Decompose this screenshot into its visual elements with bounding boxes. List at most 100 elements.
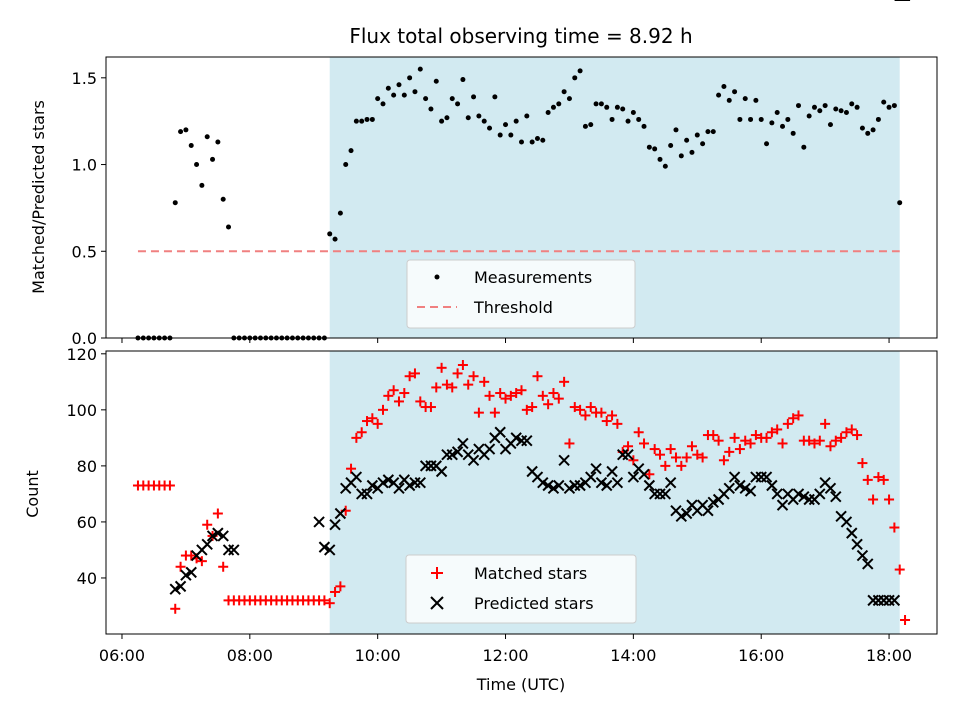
matched-star-point	[425, 402, 436, 413]
measurement-point	[332, 236, 338, 242]
predicted-star-point	[744, 485, 757, 497]
ylabel-ratio: Matched/Predicted stars	[29, 100, 48, 294]
predicted-star-point	[739, 482, 751, 495]
matched-star-point	[452, 368, 463, 379]
predicted-star-point	[206, 530, 219, 542]
predicted-star-point	[382, 474, 395, 486]
matched-star-point	[788, 413, 799, 424]
matched-star-point	[809, 438, 820, 449]
axes-frame-bottom	[105, 350, 938, 635]
measurement-point	[721, 83, 727, 89]
measurement-point	[668, 142, 674, 148]
x-tick-label: 18:00	[866, 646, 912, 665]
measurement-point	[854, 104, 860, 110]
matched-star-point	[521, 404, 532, 415]
matched-star-point	[852, 430, 863, 441]
measurement-point	[337, 210, 343, 216]
matched-star-point	[457, 360, 468, 371]
measurement-point	[380, 101, 386, 107]
predicted-star-point	[553, 479, 565, 492]
measurement-point	[375, 96, 381, 102]
matched-star-point	[378, 404, 388, 415]
measurement-point	[428, 106, 434, 112]
matched-star-point	[164, 480, 175, 491]
matched-star-point	[878, 474, 889, 485]
measurement-point	[204, 134, 210, 140]
matched-star-point	[202, 519, 213, 530]
predicted-star-point	[888, 594, 901, 607]
measurement-point	[412, 89, 418, 95]
matched-star-point	[335, 581, 346, 592]
matched-star-point	[649, 444, 660, 455]
predicted-star-point	[659, 488, 672, 500]
predicted-star-point	[457, 437, 469, 450]
measurement-point	[870, 127, 876, 133]
matched-star-point	[644, 469, 655, 480]
predicted-star-point	[393, 482, 405, 495]
matched-star-point	[196, 556, 207, 567]
measurement-point	[769, 120, 775, 126]
predicted-star-point	[201, 538, 213, 551]
measurement-point	[609, 116, 615, 122]
matched-star-point	[569, 402, 580, 413]
measurement-point	[540, 137, 546, 143]
measurements-series	[135, 66, 903, 341]
measurement-point	[572, 75, 578, 81]
predicted-star-point	[446, 448, 458, 461]
predicted-star-point	[814, 488, 826, 500]
measurement-point	[455, 101, 461, 107]
predicted-star-point	[329, 519, 341, 531]
measurement-point	[359, 118, 365, 124]
measurement-point	[593, 101, 599, 107]
measurement-point	[897, 200, 903, 206]
measurement-point	[843, 110, 849, 116]
predicted-star-point	[574, 479, 586, 492]
measurement-point	[407, 75, 413, 81]
measurement-point	[519, 139, 524, 145]
predicted-star-point	[563, 482, 576, 495]
matched-star-point	[825, 441, 836, 452]
measurement-point	[705, 129, 711, 135]
measurement-point	[646, 144, 652, 150]
matched-star-point	[655, 449, 665, 460]
matched-star-point	[186, 550, 197, 561]
predicted-star-point	[862, 558, 874, 570]
matched-star-point	[170, 603, 181, 614]
x-tick-label: 06:00	[99, 646, 145, 665]
predicted-star-point	[212, 527, 224, 539]
measurement-point	[199, 182, 205, 188]
measurement-point	[545, 110, 551, 116]
measurement-point	[503, 122, 509, 128]
panel-count: 40 60 80 100 120 06:00 08:00 10:00 12:00 14:00 16…	[23, 0, 938, 694]
predicted-stars-series	[169, 0, 911, 607]
predicted-star-point	[723, 482, 735, 495]
measurement-point	[513, 118, 519, 124]
predicted-star-point	[585, 471, 597, 483]
predicted-star-point	[174, 580, 187, 593]
predicted-star-point	[542, 479, 554, 492]
predicted-star-point	[222, 544, 235, 556]
matched-star-point	[441, 379, 452, 390]
matched-star-point	[820, 418, 831, 429]
matched-star-point	[516, 385, 527, 396]
predicted-star-point	[403, 479, 416, 492]
legend-frame-bottom	[405, 554, 637, 624]
matched-star-point	[633, 427, 644, 438]
predicted-star-point	[680, 507, 693, 520]
measurement-point	[188, 142, 194, 148]
measurement-point	[833, 106, 839, 112]
legend-marker-measurements	[434, 274, 440, 280]
y-axis-top: 0.0 0.5 1.0 1.5	[72, 69, 106, 348]
axes-frame-top	[105, 56, 938, 339]
matched-star-point	[708, 430, 719, 441]
predicted-star-point	[728, 471, 741, 483]
legend-label-measurements: Measurements	[474, 268, 592, 287]
y-tick-label-top: 1.5	[72, 69, 97, 88]
measurement-point	[353, 118, 359, 124]
predicted-star-point	[830, 490, 842, 503]
matched-star-point	[857, 458, 868, 469]
matched-star-point	[324, 598, 335, 609]
measurement-point	[614, 104, 620, 110]
matched-star-point	[734, 444, 745, 455]
measurement-point	[226, 224, 232, 230]
